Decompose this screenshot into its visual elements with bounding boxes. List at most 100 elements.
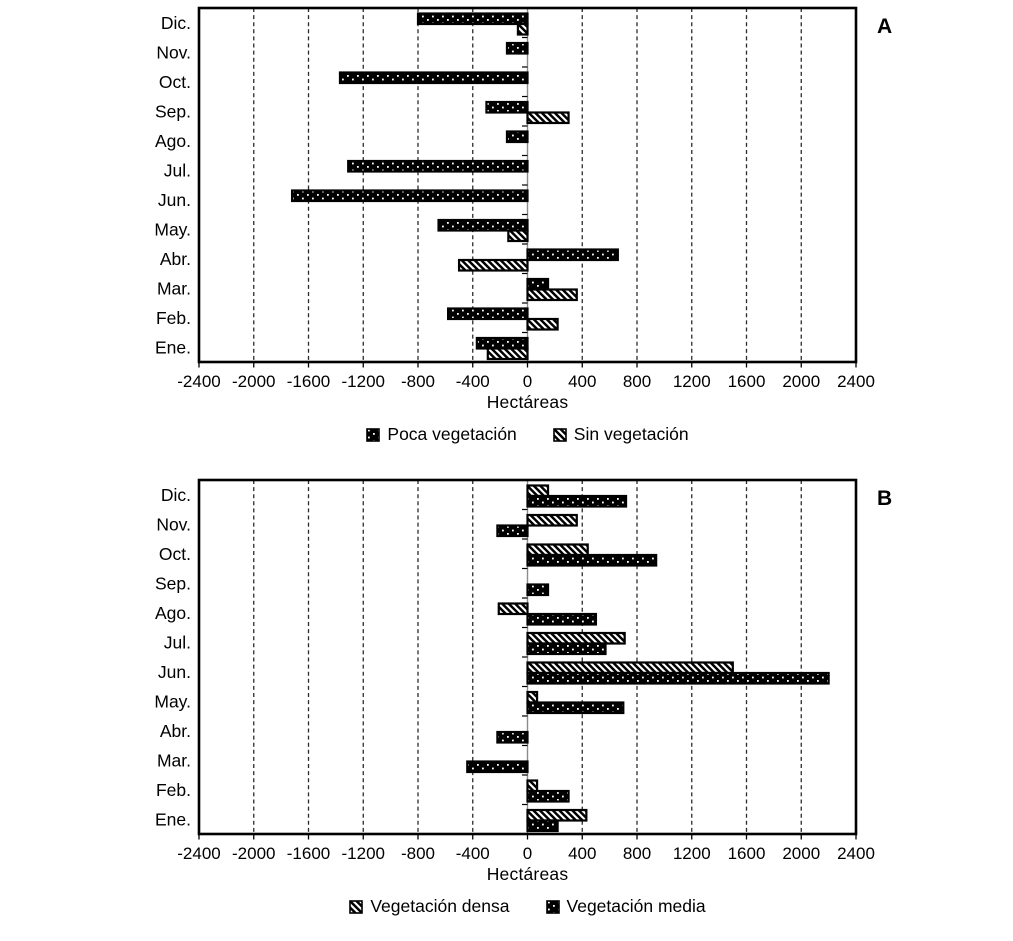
x-tick-label: -1200 <box>342 372 385 391</box>
bar <box>526 631 626 645</box>
legend-label: Vegetación densa <box>370 896 510 916</box>
bar <box>485 100 529 114</box>
y-axis-label: Jun. <box>158 190 191 210</box>
y-axis-label: Sep. <box>155 573 191 593</box>
bar <box>290 189 529 203</box>
bar <box>486 347 529 361</box>
bar <box>526 288 578 302</box>
y-axis-label: Oct. <box>159 544 191 564</box>
bar <box>475 336 529 350</box>
x-tick-label: -400 <box>456 372 490 391</box>
bar <box>496 524 529 538</box>
legend-item: Poca vegetación <box>366 424 517 445</box>
bar <box>526 277 550 291</box>
legend-label: Vegetación media <box>566 896 706 916</box>
bar <box>338 71 529 85</box>
bar <box>526 661 734 675</box>
x-axis-title: Hectáreas <box>486 864 569 884</box>
bar <box>505 41 529 55</box>
legend-swatch-rect <box>349 899 364 914</box>
x-tick-label: -2000 <box>232 372 275 391</box>
x-tick-label: -400 <box>456 844 490 863</box>
bar <box>526 808 588 822</box>
y-axis-label: Feb. <box>156 780 191 800</box>
legend-label: Sin vegetación <box>573 424 689 444</box>
x-tick-label: -800 <box>401 372 435 391</box>
y-axis-label: Dic. <box>161 13 191 33</box>
y-axis-label: Feb. <box>156 308 191 328</box>
bar <box>526 779 539 793</box>
x-tick-label: 2400 <box>837 372 875 391</box>
bar <box>526 583 550 597</box>
x-tick-label: 1200 <box>673 844 711 863</box>
legend-swatch-hatch-icon <box>349 899 364 914</box>
bar <box>507 229 529 243</box>
x-tick-label: -2400 <box>177 372 220 391</box>
y-axis-label: Nov. <box>156 42 191 62</box>
bar <box>496 730 529 744</box>
x-tick-label: 2000 <box>782 372 820 391</box>
legend-item: Vegetación densa <box>349 896 510 917</box>
y-axis-label: Oct. <box>159 72 191 92</box>
x-tick-label: 0 <box>523 844 532 863</box>
x-tick-label: 400 <box>568 844 596 863</box>
legend-b: Vegetación densa Vegetación media <box>199 896 856 917</box>
bar <box>526 612 598 626</box>
y-axis-label: Jun. <box>158 662 191 682</box>
x-tick-label: 2000 <box>782 844 820 863</box>
bar <box>526 642 607 656</box>
bar <box>416 12 529 26</box>
bar <box>526 690 539 704</box>
bar <box>526 543 589 557</box>
bar <box>526 248 619 262</box>
y-axis-label: Jul. <box>164 160 191 180</box>
bar <box>526 494 628 508</box>
bar <box>347 159 529 173</box>
bar <box>526 701 625 715</box>
y-axis-label: Sep. <box>155 101 191 121</box>
legend-swatch-rect <box>552 427 567 442</box>
bar <box>526 513 578 527</box>
bar <box>526 819 559 833</box>
x-tick-label: 1600 <box>728 372 766 391</box>
legend-swatch-hatch-icon <box>552 427 567 442</box>
x-tick-label: -2400 <box>177 844 220 863</box>
bar <box>526 789 570 803</box>
bar <box>437 218 529 232</box>
x-tick-label: -1600 <box>287 372 330 391</box>
chart-panel-b: -2400 -2000 -1600 -1200 -800 -400 0 400 800 1200 1… <box>0 472 1013 917</box>
x-tick-label: 2400 <box>837 844 875 863</box>
y-axis-label: Ago. <box>155 603 191 623</box>
bar <box>505 130 529 144</box>
y-axis-label: Abr. <box>160 249 191 269</box>
x-tick-label: 800 <box>623 844 651 863</box>
legend-label: Poca vegetación <box>387 424 517 444</box>
legend-item: Sin vegetación <box>552 424 689 445</box>
y-axis-label: May. <box>154 219 191 239</box>
x-tick-label: 0 <box>523 372 532 391</box>
y-axis-label: Ene. <box>155 337 191 357</box>
y-axis-label: Ago. <box>155 131 191 151</box>
x-tick-label: 400 <box>568 372 596 391</box>
y-axis-label: Dic. <box>161 485 191 505</box>
y-axis-label: Ene. <box>155 809 191 829</box>
x-tick-label: -1200 <box>342 844 385 863</box>
y-axis-label: Mar. <box>157 278 191 298</box>
y-axis-label: Jul. <box>164 632 191 652</box>
bar <box>447 307 529 321</box>
x-tick-label: 800 <box>623 372 651 391</box>
y-axis-label: Mar. <box>157 750 191 770</box>
chart-a-canvas: -2400 -2000 -1600 -1200 -800 -400 0 400 800 1200 1… <box>154 6 892 391</box>
bar <box>526 317 559 331</box>
bar <box>457 258 529 272</box>
legend-a: Poca vegetación Sin vegetación <box>199 424 856 445</box>
bar <box>526 484 550 498</box>
chart-panel-a: -2400 -2000 -1600 -1200 -800 -400 0 400 800 1200 1… <box>0 0 1013 445</box>
bar <box>526 553 658 567</box>
bar <box>526 671 830 685</box>
y-axis-label: Abr. <box>160 721 191 741</box>
bar <box>526 111 570 125</box>
x-axis-title: Hectáreas <box>486 392 569 412</box>
x-tick-label: -800 <box>401 844 435 863</box>
